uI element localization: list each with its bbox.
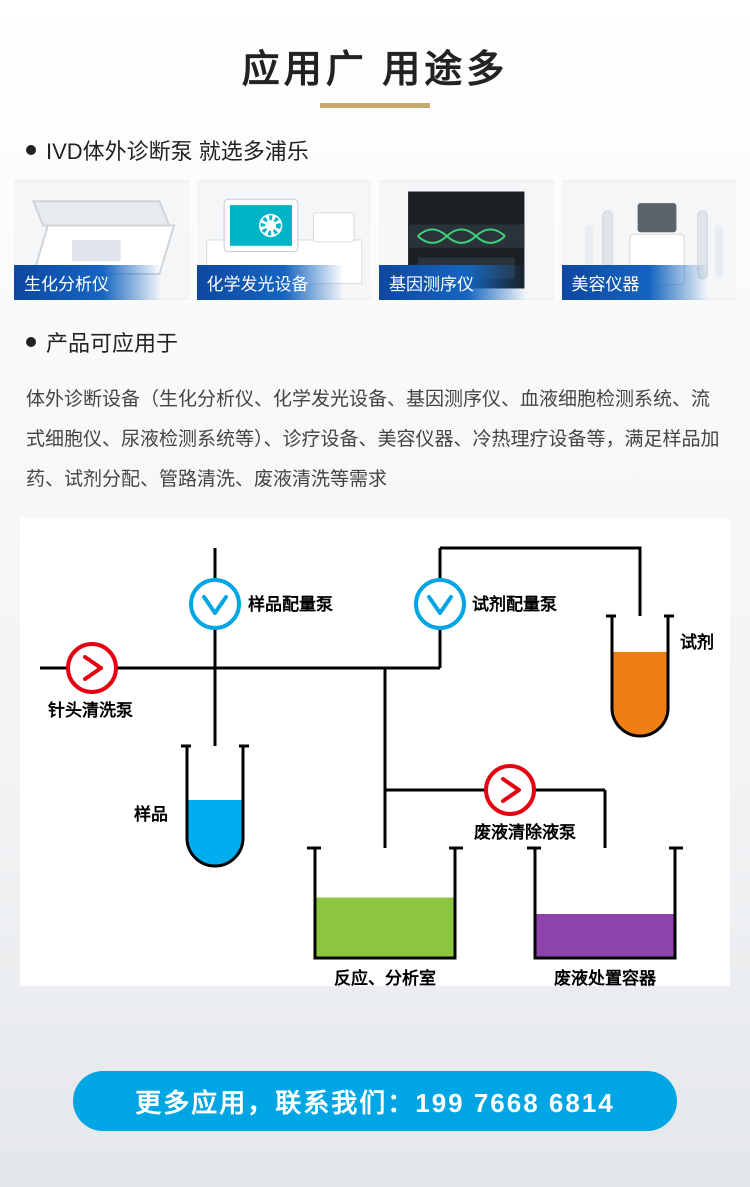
- body-text: 体外诊断设备（生化分析仪、化学发光设备、基因测序仪、血液细胞检测系统、流式细胞仪…: [0, 372, 750, 500]
- card-0: 生化分析仪: [14, 180, 189, 300]
- bullet-icon: [26, 145, 36, 155]
- card-3: 美容仪器: [562, 180, 737, 300]
- subtitle-2: 产品可应用于: [46, 326, 178, 358]
- svg-text:废液清除液泵: 废液清除液泵: [474, 822, 576, 842]
- svg-text:废液处置容器: 废液处置容器: [554, 968, 657, 986]
- svg-text:针头清洗泵: 针头清洗泵: [48, 700, 133, 720]
- svg-text:样品: 样品: [134, 804, 168, 824]
- cta-banner[interactable]: 更多应用，联系我们：199 7668 6814: [73, 1071, 677, 1131]
- card-label: 化学发光设备: [197, 265, 344, 300]
- svg-text:样品配量泵: 样品配量泵: [248, 594, 333, 614]
- card-label: 美容仪器: [562, 265, 709, 300]
- subtitle-1: IVD体外诊断泵 就选多浦乐: [46, 134, 309, 166]
- page-title-block: 应用广 用途多: [0, 0, 750, 108]
- card-1: 化学发光设备: [197, 180, 372, 300]
- svg-text:试剂: 试剂: [680, 632, 714, 652]
- card-label: 生化分析仪: [14, 265, 161, 300]
- page-title: 应用广 用途多: [0, 38, 750, 93]
- subtitle-row-1: IVD体外诊断泵 就选多浦乐: [0, 108, 750, 180]
- application-cards: 生化分析仪 化学发光设备基因测序仪 美容仪器: [0, 180, 750, 300]
- svg-text:反应、分析室: 反应、分析室: [334, 968, 436, 986]
- svg-text:试剂配量泵: 试剂配量泵: [472, 594, 557, 614]
- card-label: 基因测序仪: [379, 265, 526, 300]
- bullet-icon: [26, 337, 36, 347]
- card-2: 基因测序仪: [379, 180, 554, 300]
- flow-diagram: 针头清洗泵 样品配量泵 试剂配量泵废液清除液泵 样品 试剂反应、分析室 废液处置容器: [20, 518, 730, 986]
- subtitle-row-2: 产品可应用于: [0, 300, 750, 372]
